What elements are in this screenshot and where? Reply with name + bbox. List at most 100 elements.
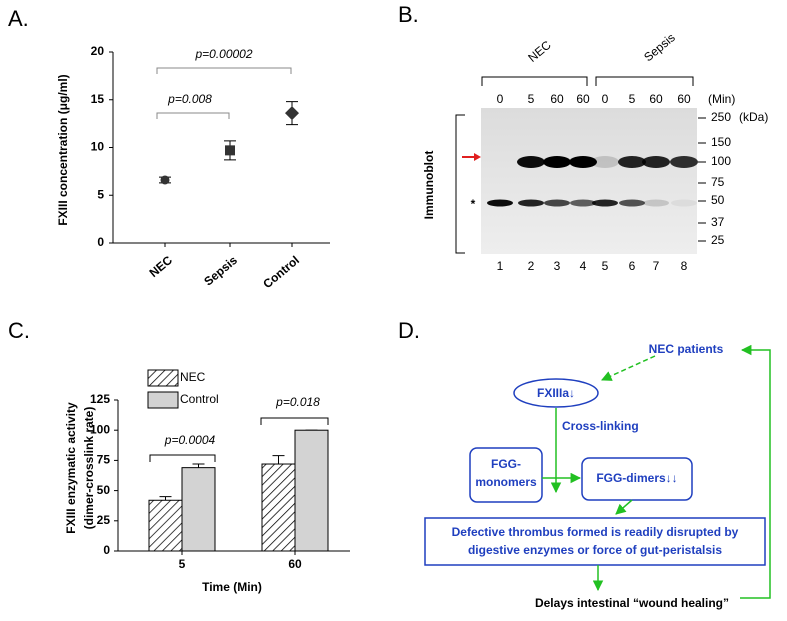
y-axis-label: FXIII concentration (μg/ml) bbox=[56, 74, 70, 225]
annotation: p=0.00002 bbox=[194, 47, 252, 61]
panel-label: D. bbox=[398, 318, 420, 343]
band bbox=[544, 199, 570, 207]
bracket bbox=[149, 454, 216, 462]
panel-label: C. bbox=[8, 318, 30, 343]
y-tick-label: 25 bbox=[97, 513, 111, 527]
panel-label: B. bbox=[398, 2, 419, 27]
y-tick-label: 20 bbox=[91, 44, 105, 58]
node-monomers: monomers bbox=[475, 475, 537, 489]
x-tick-label: 60 bbox=[288, 557, 302, 571]
x-tick-label: 5 bbox=[179, 557, 186, 571]
x-tick-label: Sepsis bbox=[201, 253, 240, 289]
band bbox=[487, 199, 513, 207]
x-axis-label: Time (Min) bbox=[202, 580, 262, 594]
node-shape bbox=[469, 447, 543, 503]
bracket bbox=[156, 67, 292, 74]
bar bbox=[261, 463, 296, 552]
marker bbox=[225, 145, 235, 156]
y-tick-label: 75 bbox=[97, 453, 111, 467]
band bbox=[643, 199, 669, 207]
band bbox=[518, 199, 544, 207]
mw-label: 25 bbox=[711, 233, 725, 247]
annotation: p=0.018 bbox=[275, 395, 320, 409]
error-bar bbox=[192, 463, 205, 468]
legend-swatch bbox=[147, 391, 179, 409]
group-bracket bbox=[481, 76, 694, 86]
y-tick-label: 100 bbox=[90, 422, 110, 436]
bracket bbox=[156, 112, 230, 119]
mw-label: 37 bbox=[711, 215, 725, 229]
diagram: NEC patients FXIIIa↓ Cross-linking FGG- … bbox=[424, 342, 771, 610]
mw-label: 100 bbox=[711, 154, 731, 168]
band bbox=[642, 156, 670, 168]
bar bbox=[181, 467, 216, 552]
band bbox=[570, 199, 596, 207]
lane-label: 6 bbox=[629, 259, 636, 273]
y-axis-label: FXIII enzymatic activity bbox=[64, 402, 78, 534]
node-dimers: FGG-dimers↓↓ bbox=[596, 471, 677, 485]
lane-label: 8 bbox=[681, 259, 688, 273]
band bbox=[569, 156, 597, 168]
lane-label: 4 bbox=[580, 259, 587, 273]
time-label: 60 bbox=[576, 92, 590, 106]
time-label: 5 bbox=[629, 92, 636, 106]
blot-bracket bbox=[455, 114, 465, 254]
x-tick-label: NEC bbox=[147, 253, 176, 280]
legend-label: Control bbox=[180, 392, 219, 406]
blot-bands bbox=[487, 156, 698, 207]
node-result: Delays intestinal “wound healing” bbox=[535, 596, 729, 610]
node-outcome: digestive enzymes or force of gut-perist… bbox=[468, 543, 722, 557]
node-source: NEC patients bbox=[649, 342, 724, 356]
group-label: Sepsis bbox=[641, 30, 678, 64]
time-label: 60 bbox=[550, 92, 564, 106]
node-shape bbox=[513, 378, 599, 408]
y-axis-label: (dimer-crosslink rate) bbox=[82, 407, 96, 530]
node-monomers: FGG- bbox=[491, 457, 521, 471]
band bbox=[517, 156, 545, 168]
marker bbox=[160, 175, 170, 185]
y-tick-label: 5 bbox=[97, 187, 104, 201]
blot-panel: * Immunoblot NEC Sepsis (Min) (kDa) bbox=[422, 30, 768, 254]
legend-label: NEC bbox=[180, 370, 206, 384]
edge-label: Cross-linking bbox=[562, 419, 639, 433]
marker bbox=[285, 106, 299, 121]
x-tick-label: Control bbox=[260, 253, 302, 291]
time-label: 0 bbox=[602, 92, 609, 106]
mw-label: 50 bbox=[711, 193, 725, 207]
band bbox=[618, 156, 646, 168]
y-tick-label: 0 bbox=[103, 543, 110, 557]
node-shape bbox=[424, 517, 766, 566]
mw-label: 250 bbox=[711, 110, 731, 124]
error-bar bbox=[159, 496, 172, 501]
mw-unit: (kDa) bbox=[739, 110, 768, 124]
lane-label: 1 bbox=[497, 259, 504, 273]
feedback-arrow bbox=[740, 344, 771, 599]
node-shape bbox=[581, 457, 693, 501]
bracket bbox=[260, 417, 329, 425]
lane-label: 3 bbox=[554, 259, 561, 273]
time-label: 60 bbox=[649, 92, 663, 106]
mw-label: 150 bbox=[711, 135, 731, 149]
lane-label: 5 bbox=[602, 259, 609, 273]
blot-label: Immunoblot bbox=[422, 151, 436, 220]
annotation: p=0.008 bbox=[167, 92, 212, 106]
lane-label: 2 bbox=[528, 259, 535, 273]
mw-label: 75 bbox=[711, 175, 725, 189]
band bbox=[619, 199, 645, 207]
y-tick-label: 15 bbox=[91, 92, 105, 106]
arrow bbox=[601, 355, 656, 381]
node-outcome: Defective thrombus formed is readily dis… bbox=[452, 525, 739, 539]
node-enzyme: FXIIIa↓ bbox=[537, 386, 575, 400]
y-tick-label: 50 bbox=[97, 483, 111, 497]
band bbox=[671, 199, 697, 207]
y-tick-label: 0 bbox=[97, 235, 104, 249]
band bbox=[591, 156, 619, 168]
annotation: p=0.0004 bbox=[164, 433, 216, 447]
blot-image bbox=[481, 108, 697, 254]
time-label: 5 bbox=[528, 92, 535, 106]
band bbox=[592, 199, 618, 207]
legend-swatch bbox=[147, 369, 179, 387]
group-label: NEC bbox=[525, 38, 554, 65]
arrow bbox=[615, 499, 633, 515]
